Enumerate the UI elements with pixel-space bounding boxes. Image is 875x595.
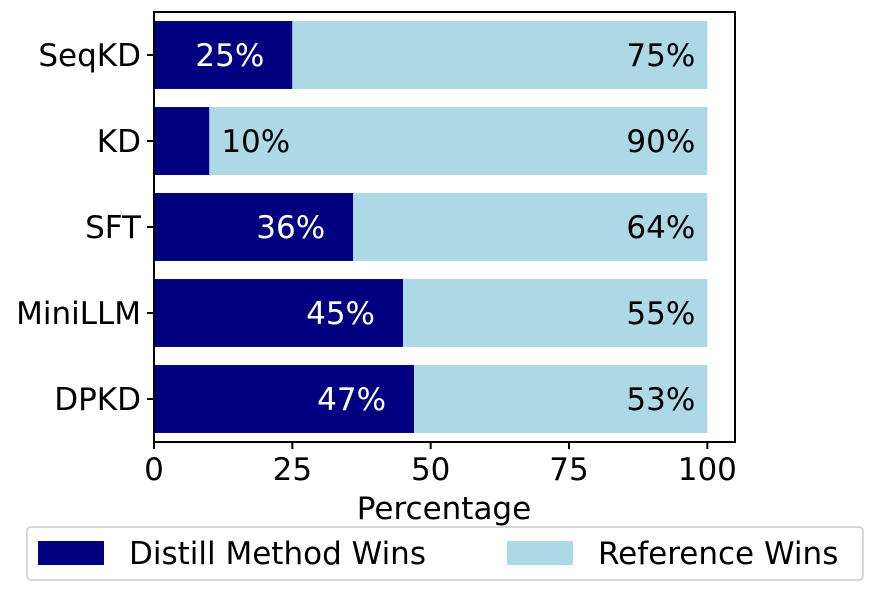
bar-minillm-reference-wins bbox=[403, 279, 708, 347]
y-tick-label-dpkd: DPKD bbox=[54, 382, 141, 418]
bar-minillm-distill-method-wins bbox=[154, 279, 403, 347]
bar-seqkd-reference-wins bbox=[292, 21, 708, 89]
data-label-minillm-reference: 55% bbox=[626, 296, 695, 332]
x-tick-label-0: 0 bbox=[144, 452, 164, 488]
bar-dpkd-reference-wins bbox=[414, 365, 708, 433]
legend-frame bbox=[26, 526, 864, 581]
x-axis-ticks: 0 25 50 75 100 bbox=[144, 442, 737, 488]
x-tick-label-50: 50 bbox=[411, 452, 450, 488]
bar-dpkd-distill-method-wins bbox=[154, 365, 415, 433]
legend-swatch-reference-wins bbox=[507, 541, 573, 565]
data-label-dpkd-distill: 47% bbox=[317, 382, 386, 418]
legend: Distill Method Wins Reference Wins bbox=[26, 526, 864, 581]
bar-seqkd-distill-method-wins bbox=[154, 21, 293, 89]
data-label-minillm-distill: 45% bbox=[306, 296, 375, 332]
y-axis-ticks: SeqKD KD SFT MiniLLM DPKD bbox=[16, 38, 154, 418]
x-tick-label-25: 25 bbox=[273, 452, 312, 488]
data-labels-layer: 25% 75% 10% 90% 36% 64% 45% 55% 47% 53% bbox=[195, 38, 695, 418]
x-tick-label-75: 75 bbox=[549, 452, 588, 488]
legend-swatch-distill-method-wins bbox=[38, 541, 104, 565]
y-tick-label-seqkd: SeqKD bbox=[38, 38, 141, 74]
data-label-kd-reference: 90% bbox=[626, 124, 695, 160]
data-label-seqkd-distill: 25% bbox=[195, 38, 264, 74]
y-tick-label-sft: SFT bbox=[85, 210, 142, 246]
data-label-sft-distill: 36% bbox=[256, 210, 325, 246]
y-tick-label-minillm: MiniLLM bbox=[16, 296, 141, 332]
bar-sft-distill-method-wins bbox=[154, 193, 354, 261]
bar-sft-reference-wins bbox=[353, 193, 708, 261]
data-label-seqkd-reference: 75% bbox=[626, 38, 695, 74]
x-tick-label-100: 100 bbox=[678, 452, 737, 488]
bar-kd-reference-wins bbox=[209, 107, 708, 175]
legend-label-reference-wins: Reference Wins bbox=[598, 536, 838, 572]
y-tick-label-kd: KD bbox=[97, 124, 141, 160]
bars-layer bbox=[154, 21, 708, 433]
x-axis-label: Percentage bbox=[357, 491, 531, 527]
legend-label-distill-method-wins: Distill Method Wins bbox=[129, 536, 426, 572]
data-label-dpkd-reference: 53% bbox=[626, 382, 695, 418]
data-label-kd-distill: 10% bbox=[221, 124, 290, 160]
data-label-sft-reference: 64% bbox=[626, 210, 695, 246]
bar-kd-distill-method-wins bbox=[154, 107, 210, 175]
